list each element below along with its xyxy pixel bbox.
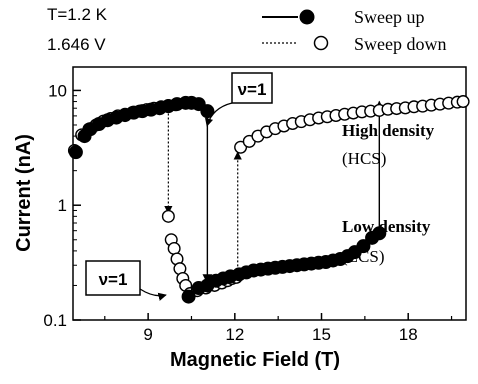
x-tick-label: 15: [312, 325, 331, 344]
nu-lower-box: [85, 260, 141, 296]
nu-upper-text: ν=1: [238, 80, 267, 99]
axes-layer: 9 12 15 18 0.1 1 10: [43, 81, 453, 344]
nu-upper-arrow: [204, 102, 233, 127]
x-tick-label: 12: [225, 325, 244, 344]
y-axis-label: Current (nA): [13, 134, 35, 252]
x-tick-label: 18: [399, 325, 418, 344]
sweep-up-point: [68, 145, 83, 160]
hcs-label: (HCS): [342, 149, 386, 168]
voltage-label: 1.646 V: [47, 35, 106, 54]
y-tick-label: 0.1: [43, 311, 67, 330]
points-layer: [67, 95, 470, 304]
plot-frame: [72, 66, 467, 321]
legend-down-label: Sweep down: [354, 34, 447, 54]
legend-up-marker: [299, 9, 315, 25]
temperature-label: T=1.2 K: [47, 5, 108, 24]
sweep-down-point: [456, 95, 470, 109]
transitions-layer: [164, 100, 385, 284]
y-tick-label: 1: [58, 196, 67, 215]
low-density-label: Low density: [342, 217, 431, 236]
nu-lower-arrow: [139, 288, 167, 301]
sweep-up-point: [181, 289, 196, 304]
sweep-down-point: [161, 209, 175, 223]
nu-upper-annotation: ν=1: [204, 72, 273, 127]
nu-lower-text: ν=1: [99, 270, 128, 289]
x-axis-label: Magnetic Field (T): [170, 349, 340, 371]
legend-up-label: Sweep up: [354, 7, 425, 27]
high-density-label: High density: [342, 121, 435, 140]
nu-upper-box: [231, 72, 273, 104]
sweep-up-point: [372, 226, 387, 241]
nu-lower-annotation: ν=1: [85, 260, 167, 301]
legend-down-marker: [313, 35, 329, 51]
lcs-label: (LCS): [342, 247, 385, 266]
sweep-down-point: [167, 241, 181, 255]
y-tick-label: 10: [48, 81, 67, 100]
legend: Sweep up Sweep down: [262, 7, 447, 54]
x-tick-label: 9: [143, 325, 152, 344]
sweep-up-point: [356, 239, 371, 254]
